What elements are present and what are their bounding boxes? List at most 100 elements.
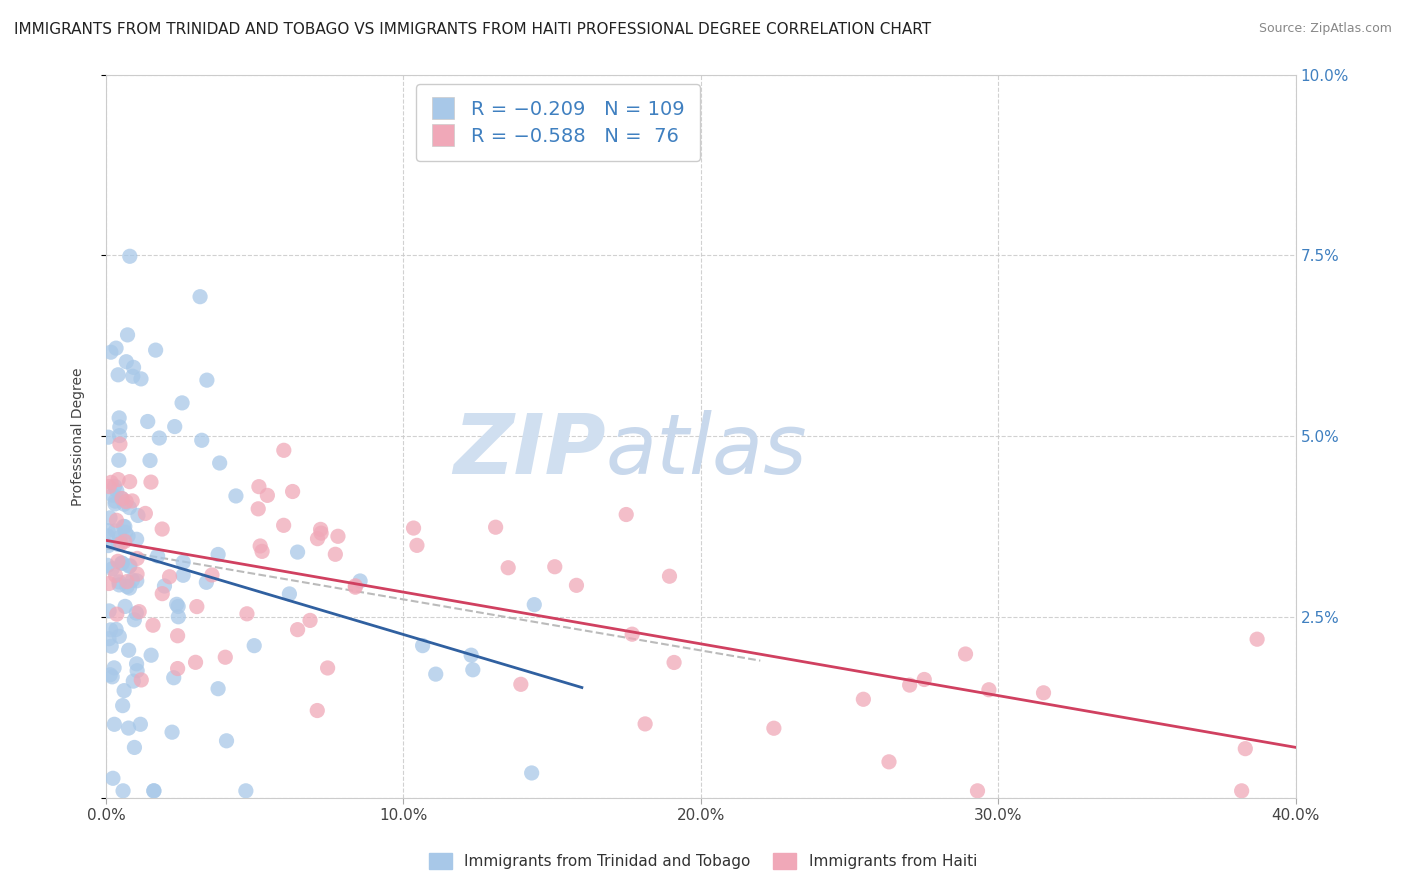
- Point: [121, 573, 143, 587]
- Point: [104, 479, 127, 493]
- Point: [129, 717, 152, 731]
- Point: [325, 547, 347, 561]
- Point: [108, 428, 131, 442]
- Point: [247, 501, 270, 516]
- Point: [139, 475, 162, 489]
- Point: [112, 784, 135, 798]
- Point: [208, 456, 231, 470]
- Point: [281, 484, 304, 499]
- Point: [118, 581, 141, 595]
- Point: [184, 656, 207, 670]
- Point: [461, 663, 484, 677]
- Point: [406, 538, 429, 552]
- Point: [412, 639, 434, 653]
- Point: [117, 327, 139, 342]
- Point: [118, 249, 141, 263]
- Point: [104, 497, 127, 511]
- Point: [172, 568, 194, 582]
- Point: [104, 524, 127, 538]
- Point: [142, 784, 165, 798]
- Point: [344, 579, 367, 593]
- Point: [898, 678, 921, 692]
- Point: [107, 473, 129, 487]
- Point: [166, 597, 188, 611]
- Point: [634, 717, 657, 731]
- Point: [658, 569, 681, 583]
- Point: [190, 434, 212, 448]
- Point: [520, 766, 543, 780]
- Point: [107, 368, 129, 382]
- Point: [98, 479, 121, 493]
- Text: IMMIGRANTS FROM TRINIDAD AND TOBAGO VS IMMIGRANTS FROM HAITI PROFESSIONAL DEGREE: IMMIGRANTS FROM TRINIDAD AND TOBAGO VS I…: [14, 22, 931, 37]
- Point: [1246, 632, 1268, 647]
- Text: atlas: atlas: [606, 410, 807, 491]
- Point: [118, 643, 141, 657]
- Point: [97, 539, 120, 553]
- Point: [125, 606, 148, 620]
- Point: [115, 580, 138, 594]
- Point: [172, 396, 194, 410]
- Point: [235, 784, 257, 798]
- Point: [215, 733, 238, 747]
- Point: [108, 629, 131, 643]
- Point: [115, 574, 138, 589]
- Text: ZIP: ZIP: [453, 410, 606, 491]
- Point: [110, 537, 132, 551]
- Point: [100, 623, 122, 637]
- Point: [111, 491, 134, 506]
- Point: [111, 556, 134, 570]
- Point: [150, 522, 173, 536]
- Point: [955, 647, 977, 661]
- Point: [134, 507, 156, 521]
- Point: [214, 650, 236, 665]
- Point: [98, 604, 121, 618]
- Point: [1234, 741, 1257, 756]
- Point: [344, 580, 367, 594]
- Point: [117, 721, 139, 735]
- Point: [278, 587, 301, 601]
- Point: [163, 419, 186, 434]
- Point: [105, 513, 128, 527]
- Point: [316, 661, 339, 675]
- Point: [307, 704, 329, 718]
- Point: [852, 692, 875, 706]
- Point: [877, 755, 900, 769]
- Point: [309, 522, 332, 536]
- Point: [108, 420, 131, 434]
- Point: [98, 632, 121, 646]
- Point: [114, 534, 136, 549]
- Point: [195, 575, 218, 590]
- Point: [112, 519, 135, 533]
- Point: [115, 355, 138, 369]
- Point: [273, 443, 295, 458]
- Point: [614, 508, 637, 522]
- Point: [139, 648, 162, 663]
- Point: [98, 576, 121, 591]
- Point: [107, 554, 129, 568]
- Point: [107, 537, 129, 551]
- Point: [166, 661, 188, 675]
- Point: [125, 657, 148, 671]
- Point: [128, 605, 150, 619]
- Point: [425, 667, 447, 681]
- Point: [105, 607, 128, 622]
- Point: [148, 431, 170, 445]
- Point: [249, 539, 271, 553]
- Point: [349, 574, 371, 588]
- Point: [108, 453, 131, 467]
- Point: [97, 558, 120, 573]
- Legend: R = −0.209   N = 109, R = −0.588   N =  76: R = −0.209 N = 109, R = −0.588 N = 76: [416, 84, 700, 161]
- Point: [163, 671, 186, 685]
- Point: [523, 598, 546, 612]
- Point: [307, 532, 329, 546]
- Point: [105, 483, 128, 498]
- Point: [188, 290, 211, 304]
- Point: [114, 599, 136, 614]
- Legend: Immigrants from Trinidad and Tobago, Immigrants from Haiti: Immigrants from Trinidad and Tobago, Imm…: [423, 847, 983, 875]
- Point: [621, 627, 644, 641]
- Point: [105, 341, 128, 355]
- Point: [129, 673, 152, 687]
- Point: [118, 475, 141, 489]
- Point: [287, 545, 309, 559]
- Point: [124, 613, 146, 627]
